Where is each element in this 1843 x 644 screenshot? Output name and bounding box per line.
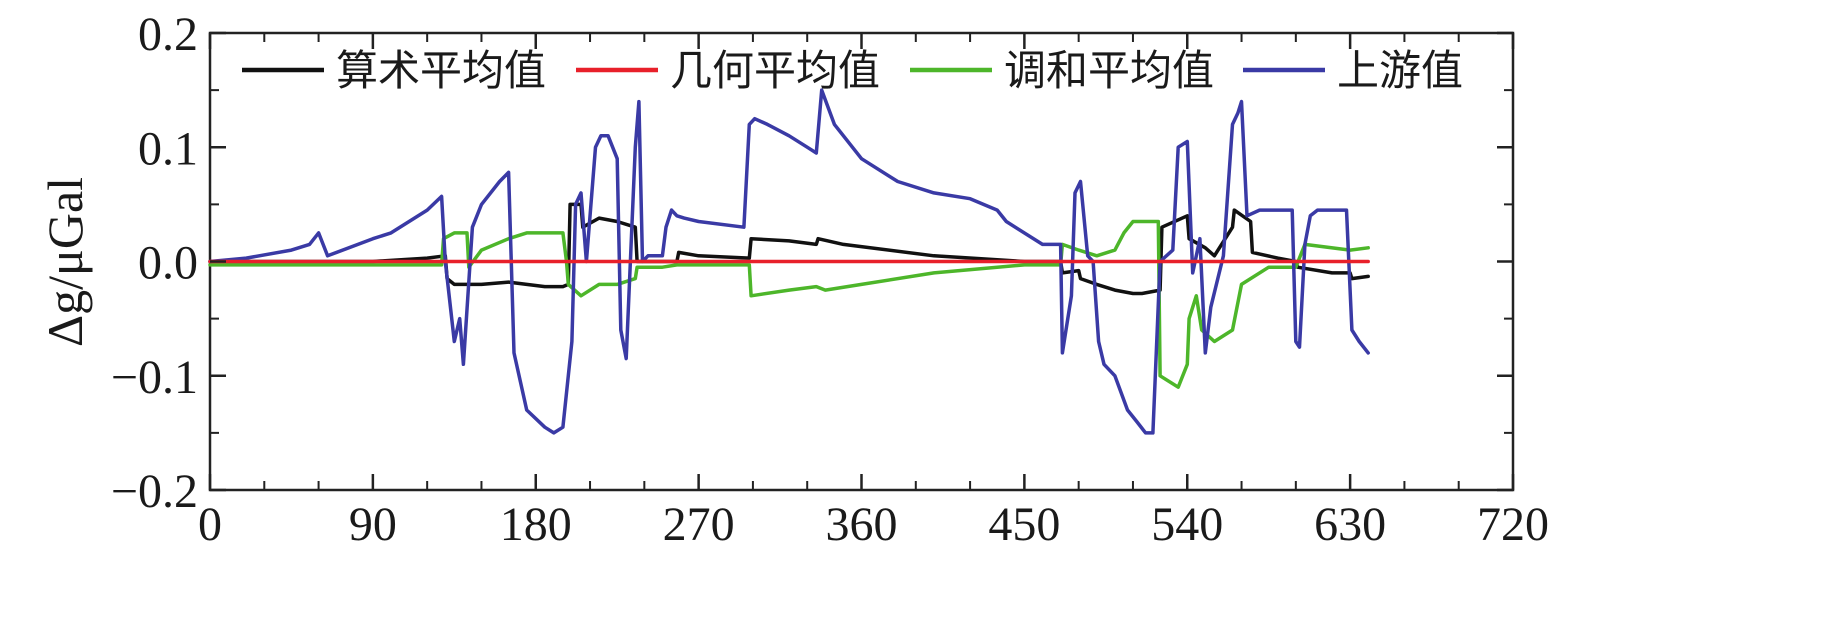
- y-tick-label: 0.2: [138, 8, 198, 61]
- series-line-1: [208, 202, 1370, 296]
- y-tick-label: 0.1: [138, 122, 198, 175]
- series-line-3: [208, 219, 1370, 389]
- legend: 算术平均值 几何平均值 调和平均值 上游值: [242, 46, 1463, 95]
- y-tick-label: 0.0: [138, 237, 198, 290]
- x-tick-label: 180: [500, 498, 572, 551]
- y-tick-label: −0.1: [111, 351, 198, 404]
- series-lines-group: [208, 88, 1370, 435]
- x-tick-label: 720: [1477, 498, 1549, 551]
- legend-label-1: 算术平均值: [336, 46, 546, 95]
- axes-group: 0 90 180 270 360 450 540 630 720 −0.2 −0.1 0.0 0.1 0.…: [111, 8, 1549, 551]
- legend-label-3: 调和平均值: [1004, 46, 1214, 95]
- x-tick-label: 540: [1151, 498, 1223, 551]
- legend-label-4: 上游值: [1337, 46, 1463, 95]
- y-axis-title: Δg/μGal: [37, 177, 93, 347]
- x-tick-label: 630: [1314, 498, 1386, 551]
- series-line-4: [208, 88, 1370, 435]
- x-tick-label: 450: [988, 498, 1060, 551]
- y-tick-label: −0.2: [111, 465, 198, 518]
- x-tick-label: 360: [826, 498, 898, 551]
- x-tick-label: 0: [198, 498, 222, 551]
- x-tick-label: 90: [349, 498, 397, 551]
- legend-label-2: 几何平均值: [670, 46, 880, 95]
- x-tick-label: 270: [663, 498, 735, 551]
